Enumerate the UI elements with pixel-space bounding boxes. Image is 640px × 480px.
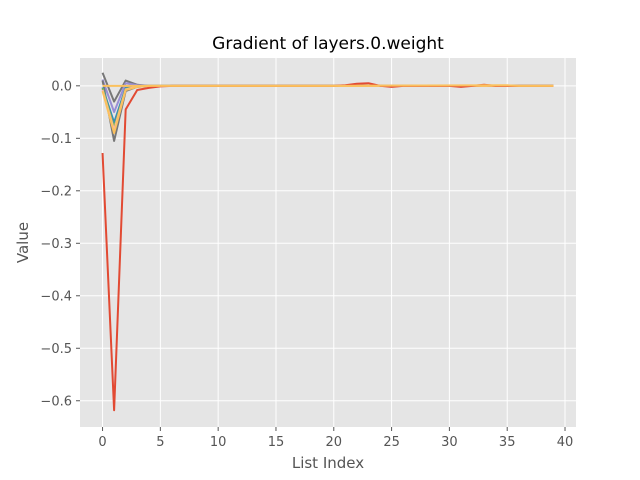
y-axis-label: Value bbox=[14, 222, 32, 263]
y-tick-label: −0.1 bbox=[40, 132, 72, 147]
y-tick-label: −0.4 bbox=[40, 289, 72, 304]
x-tick-label: 35 bbox=[499, 435, 516, 450]
x-tick-label: 40 bbox=[557, 435, 574, 450]
y-tick-label: −0.5 bbox=[40, 342, 72, 357]
series-group bbox=[101, 72, 554, 412]
y-tick-label: −0.6 bbox=[40, 394, 72, 409]
y-tick-label: −0.3 bbox=[40, 237, 72, 252]
series-line-9 bbox=[102, 84, 554, 87]
x-tick-label: 25 bbox=[383, 435, 400, 450]
chart-title: Gradient of layers.0.weight bbox=[212, 34, 444, 54]
x-axis-label: List Index bbox=[292, 454, 364, 472]
y-tick-label: 0.0 bbox=[51, 79, 72, 94]
x-tick-label: 30 bbox=[441, 435, 458, 450]
x-tick-label: 5 bbox=[156, 435, 164, 450]
x-tick-label: 15 bbox=[268, 435, 285, 450]
y-ticks: 0.0 −0.1 −0.2 −0.3 −0.4 −0.5 −0.6 bbox=[40, 79, 80, 409]
x-tick-label: 10 bbox=[210, 435, 227, 450]
x-ticks: 0 5 10 15 20 25 30 35 40 bbox=[98, 427, 573, 450]
y-tick-label: −0.2 bbox=[40, 184, 72, 199]
plot-area bbox=[80, 58, 576, 427]
x-tick-label: 0 bbox=[98, 435, 106, 450]
x-tick-label: 20 bbox=[326, 435, 343, 450]
